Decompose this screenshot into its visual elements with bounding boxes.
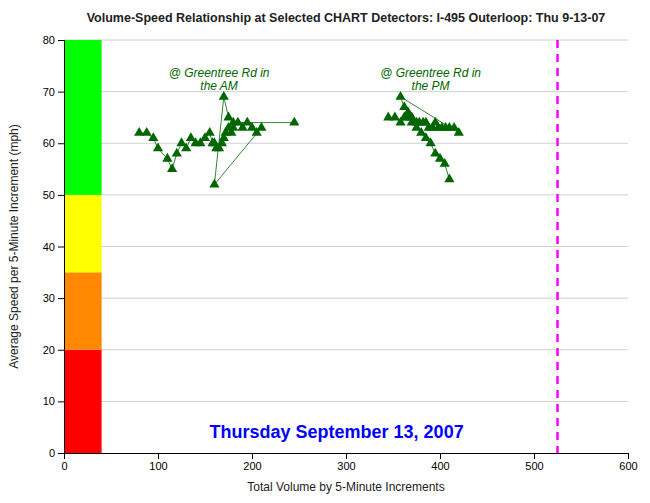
tick: 80: [43, 34, 64, 46]
tick-label: 50: [43, 189, 55, 201]
grid-line: [64, 246, 628, 247]
title: Volume-Speed Relationship at Selected CH…: [87, 11, 606, 25]
data-point: [440, 158, 450, 167]
color-band: [64, 350, 102, 453]
data-point: [403, 106, 413, 115]
y-axis: 0 10 20 30 40 50 60 70 80: [43, 34, 65, 459]
tick: 100: [149, 453, 167, 472]
tick-mark: [158, 453, 159, 459]
data-point: [444, 174, 454, 183]
tick: 600: [619, 453, 637, 472]
tick: 50: [43, 189, 64, 201]
grid-line: [64, 40, 628, 41]
tick-mark: [58, 92, 64, 93]
tick-label: 20: [43, 344, 55, 356]
tick-label: 500: [525, 460, 543, 472]
series-line: [139, 97, 294, 185]
axis-line: [65, 454, 629, 460]
grid-line: [64, 349, 628, 350]
tick: 10: [43, 395, 64, 407]
tick-mark: [58, 247, 64, 248]
tick-label: 30: [43, 292, 55, 304]
grid-line: [64, 401, 628, 402]
annotations: @ Greentree Rd inthe AM @ Greentree Rd in…: [169, 66, 482, 443]
reference-line: [556, 40, 559, 453]
chart: 0 100 200 300 400 500 600 0 10 20 30 40 50 60 70 80 @ Gr…: [0, 0, 650, 503]
grid-line: [64, 91, 628, 92]
tick: 30: [43, 292, 64, 304]
tick: 60: [43, 137, 64, 149]
tick-mark: [58, 143, 64, 144]
tick-label: 400: [431, 460, 449, 472]
data-point: [153, 143, 163, 152]
tick-label: 70: [43, 86, 55, 98]
data-point: [162, 153, 172, 162]
data-point: [148, 132, 158, 141]
tick-label: 200: [243, 460, 261, 472]
grid-line: [64, 298, 628, 299]
tick-mark: [534, 453, 535, 459]
tick-mark: [58, 195, 64, 196]
annotation: @ Greentree Rd inthe PM: [380, 66, 481, 94]
tick: 200: [243, 453, 261, 472]
data-point: [256, 122, 266, 131]
tick-mark: [58, 40, 64, 41]
tick-label: 60: [43, 137, 55, 149]
tick-label: 600: [619, 460, 637, 472]
tick-label: 40: [43, 241, 55, 253]
tick: 40: [43, 241, 64, 253]
data-point: [390, 112, 400, 121]
data-point: [172, 148, 182, 157]
tick-mark: [58, 401, 64, 402]
annotation: Thursday September 13, 2007: [210, 422, 464, 442]
tick: 20: [43, 344, 64, 356]
plot-area: 0 100 200 300 400 500 600 0 10 20 30 40 50 60 70 80 @ Gr…: [43, 34, 638, 472]
data-point: [454, 127, 464, 136]
tick-mark: [440, 453, 441, 459]
data-point: [142, 127, 152, 136]
tick: 70: [43, 86, 64, 98]
tick: 500: [525, 453, 543, 472]
data-point: [395, 91, 405, 100]
y-axis-title: Average Speed per 5-Minute Increment (mp…: [7, 124, 21, 369]
tick-label: 80: [43, 34, 55, 46]
color-band: [64, 272, 102, 349]
tick-mark: [58, 298, 64, 299]
axis-line: [58, 41, 65, 454]
grid-line: [64, 143, 628, 144]
x-axis: 0 100 200 300 400 500 600: [61, 453, 637, 472]
data-point: [209, 179, 219, 188]
x-axis-title: Total Volume by 5-Minute Increments: [247, 480, 444, 494]
tick-label: 100: [149, 460, 167, 472]
series-line: [388, 97, 459, 180]
grid: [64, 40, 628, 401]
annotation: @ Greentree Rd inthe AM: [169, 66, 270, 94]
tick-label: 0: [61, 460, 67, 472]
color-band: [64, 40, 102, 195]
tick-mark: [628, 453, 629, 459]
tick: 0: [49, 447, 64, 459]
tick-mark: [346, 453, 347, 459]
tick-mark: [252, 453, 253, 459]
grid-line: [64, 194, 628, 195]
color-band: [64, 195, 102, 272]
tick-mark: [58, 453, 64, 454]
tick-label: 300: [337, 460, 355, 472]
tick-label: 10: [43, 395, 55, 407]
data-point: [181, 143, 191, 152]
data-point: [426, 137, 436, 146]
tick-mark: [58, 350, 64, 351]
data-point: [289, 117, 299, 126]
marks: [64, 40, 558, 453]
tick: 400: [431, 453, 449, 472]
tick-label: 0: [49, 447, 55, 459]
data-point: [228, 117, 238, 126]
tick: 0: [61, 453, 67, 472]
data-point: [205, 127, 215, 136]
data-point: [167, 163, 177, 172]
tick: 300: [337, 453, 355, 472]
